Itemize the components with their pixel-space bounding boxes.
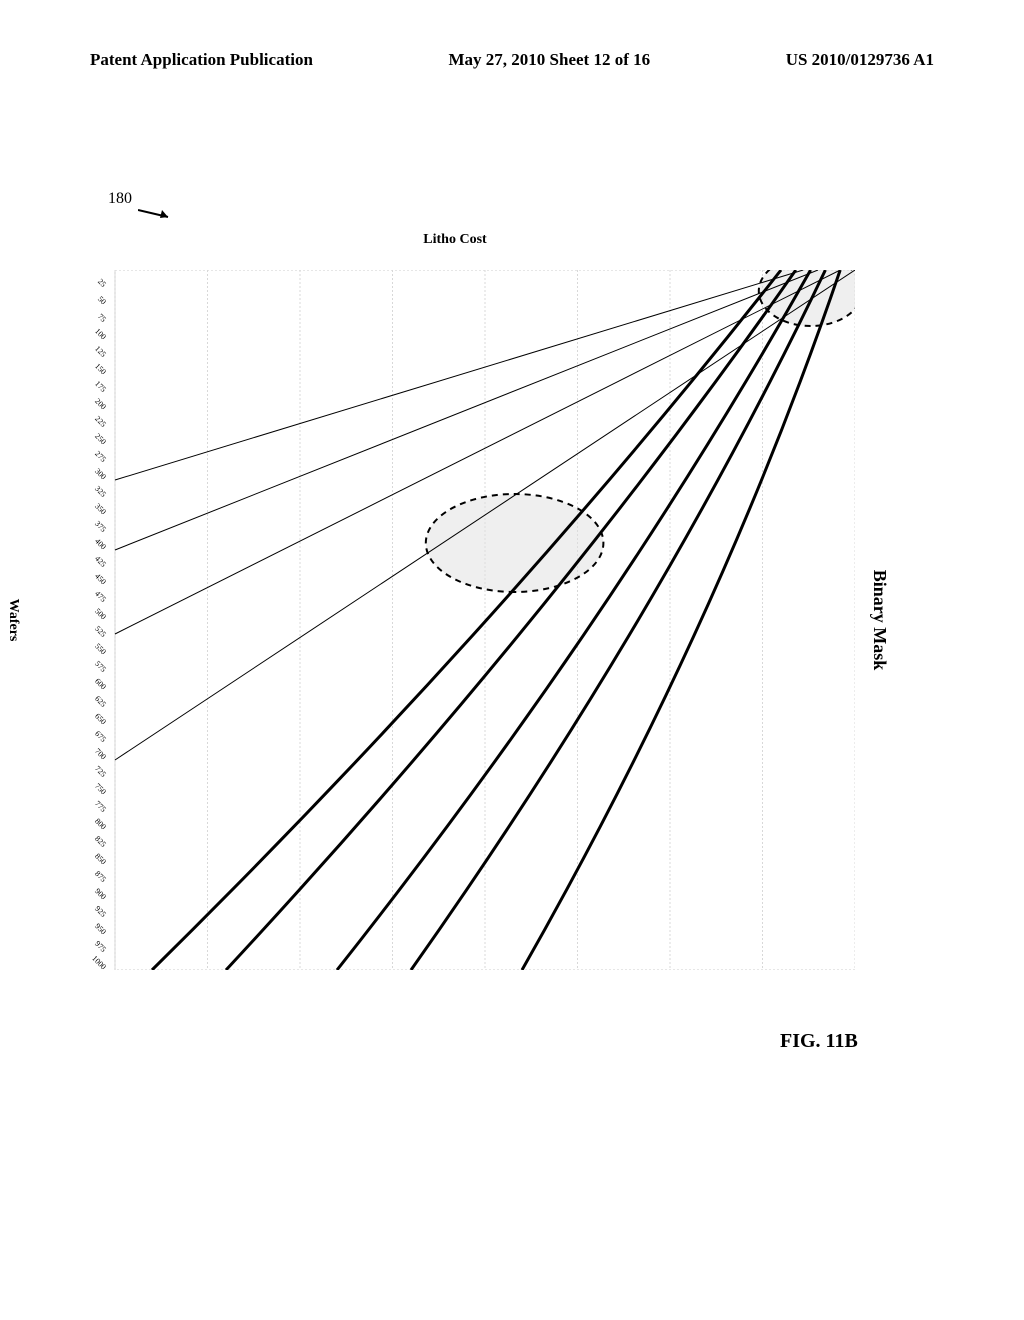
svg-text:825: 825 bbox=[93, 834, 108, 849]
svg-text:25: 25 bbox=[96, 277, 108, 289]
svg-text:100: 100 bbox=[93, 327, 108, 342]
ref-arrow bbox=[138, 200, 178, 220]
svg-text:425: 425 bbox=[93, 554, 108, 569]
x-axis-label: Wafers bbox=[5, 599, 21, 642]
header-right: US 2010/0129736 A1 bbox=[786, 50, 934, 70]
svg-text:600: 600 bbox=[93, 677, 108, 692]
svg-text:950: 950 bbox=[93, 922, 108, 937]
svg-text:125: 125 bbox=[93, 344, 108, 359]
chart-svg: 0 25 50 75 100 125 150 175 200 225 250 275 300 325 350… bbox=[55, 270, 855, 970]
svg-text:450: 450 bbox=[93, 572, 108, 587]
svg-text:500: 500 bbox=[93, 607, 108, 622]
ref-number: 180 bbox=[108, 190, 132, 208]
svg-text:350: 350 bbox=[93, 502, 108, 517]
svg-text:800: 800 bbox=[93, 817, 108, 832]
svg-text:300: 300 bbox=[93, 467, 108, 482]
chart-container: Binary Mask Litho Cost 02550751001251501… bbox=[55, 270, 855, 970]
svg-text:925: 925 bbox=[93, 904, 108, 919]
svg-text:75: 75 bbox=[96, 312, 108, 324]
svg-text:1000: 1000 bbox=[90, 954, 108, 970]
svg-text:775: 775 bbox=[93, 799, 108, 814]
svg-text:625: 625 bbox=[93, 694, 108, 709]
svg-text:275: 275 bbox=[93, 449, 108, 464]
figure-caption: FIG. 11B bbox=[780, 1030, 858, 1053]
svg-text:650: 650 bbox=[93, 712, 108, 727]
svg-text:725: 725 bbox=[93, 764, 108, 779]
svg-text:900: 900 bbox=[93, 887, 108, 902]
svg-text:175: 175 bbox=[93, 379, 108, 394]
svg-text:375: 375 bbox=[93, 519, 108, 534]
svg-text:50: 50 bbox=[96, 294, 108, 306]
chart-title: Binary Mask bbox=[869, 570, 890, 671]
svg-text:575: 575 bbox=[93, 659, 108, 674]
svg-text:675: 675 bbox=[93, 729, 108, 744]
svg-text:750: 750 bbox=[93, 782, 108, 797]
svg-text:0: 0 bbox=[99, 270, 108, 271]
svg-text:400: 400 bbox=[93, 537, 108, 552]
header-left: Patent Application Publication bbox=[90, 50, 313, 70]
svg-text:550: 550 bbox=[93, 642, 108, 657]
svg-text:850: 850 bbox=[93, 852, 108, 867]
svg-text:200: 200 bbox=[93, 397, 108, 412]
header-center: May 27, 2010 Sheet 12 of 16 bbox=[449, 50, 651, 70]
y-axis-label: Litho Cost bbox=[423, 232, 486, 248]
svg-text:875: 875 bbox=[93, 869, 108, 884]
svg-text:525: 525 bbox=[93, 624, 108, 639]
svg-text:475: 475 bbox=[93, 589, 108, 604]
svg-text:700: 700 bbox=[93, 747, 108, 762]
svg-text:150: 150 bbox=[93, 362, 108, 377]
svg-text:250: 250 bbox=[93, 432, 108, 447]
svg-text:975: 975 bbox=[93, 939, 108, 954]
svg-text:325: 325 bbox=[93, 484, 108, 499]
svg-text:225: 225 bbox=[93, 414, 108, 429]
